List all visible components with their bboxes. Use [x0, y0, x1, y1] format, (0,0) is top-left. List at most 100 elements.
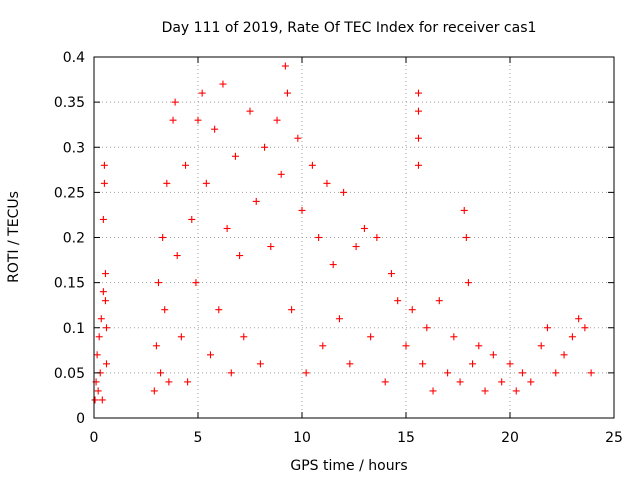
data-point: [163, 179, 171, 187]
y-tick-label: 0.4: [63, 50, 85, 66]
data-point: [99, 288, 107, 296]
data-point: [154, 279, 162, 287]
data-point: [560, 351, 568, 359]
data-point: [429, 387, 437, 395]
data-point: [419, 360, 427, 368]
data-point: [298, 206, 306, 214]
data-point: [95, 333, 103, 341]
data-point: [98, 396, 106, 404]
data-point: [414, 107, 422, 115]
data-point: [323, 179, 331, 187]
data-point: [329, 261, 337, 269]
data-point: [99, 215, 107, 223]
data-point: [161, 306, 169, 314]
data-point: [381, 378, 389, 386]
x-tick-label: 25: [605, 430, 623, 446]
data-point: [460, 206, 468, 214]
data-point: [150, 387, 158, 395]
x-axis-label: GPS time / hours: [290, 458, 407, 474]
data-point: [100, 179, 108, 187]
data-point: [91, 396, 99, 404]
data-point: [169, 116, 177, 124]
chart-title: Day 111 of 2019, Rate Of TEC Index for r…: [162, 20, 537, 36]
data-point: [215, 306, 223, 314]
data-point: [288, 306, 296, 314]
data-point: [219, 80, 227, 88]
data-point: [256, 360, 264, 368]
y-tick-label: 0.3: [63, 140, 85, 156]
data-point: [340, 188, 348, 196]
data-point: [581, 324, 589, 332]
data-point: [394, 297, 402, 305]
data-point: [346, 360, 354, 368]
data-point: [319, 342, 327, 350]
data-point: [481, 387, 489, 395]
data-point: [444, 369, 452, 377]
data-point: [173, 252, 181, 260]
data-point: [456, 378, 464, 386]
data-point: [177, 333, 185, 341]
data-point: [273, 116, 281, 124]
data-point: [165, 378, 173, 386]
y-axis-label: ROTI / TECUs: [6, 191, 22, 283]
data-point: [246, 107, 254, 115]
data-point: [261, 143, 269, 151]
data-point: [352, 243, 360, 251]
data-point: [308, 161, 316, 169]
data-point: [435, 297, 443, 305]
data-point: [152, 342, 160, 350]
data-point: [192, 279, 200, 287]
data-point: [267, 243, 275, 251]
data-point: [240, 333, 248, 341]
data-point: [512, 387, 520, 395]
data-point: [552, 369, 560, 377]
data-point: [171, 98, 179, 106]
data-point: [188, 215, 196, 223]
data-point: [469, 360, 477, 368]
data-point: [227, 369, 235, 377]
data-point: [157, 369, 165, 377]
data-point: [97, 315, 105, 323]
data-point: [159, 234, 167, 241]
data-point: [94, 387, 102, 395]
data-point: [367, 333, 375, 341]
data-point: [587, 369, 595, 377]
data-point: [315, 234, 323, 241]
data-point: [277, 170, 285, 178]
data-point: [373, 234, 381, 241]
data-point: [537, 342, 545, 350]
data-point: [211, 125, 219, 133]
data-point: [518, 369, 526, 377]
y-tick-label: 0.2: [63, 231, 85, 247]
data-point: [506, 360, 514, 368]
data-points: [91, 62, 595, 404]
data-point: [408, 306, 416, 314]
data-point: [236, 252, 244, 260]
data-point: [294, 134, 302, 142]
data-point: [498, 378, 506, 386]
data-point: [414, 134, 422, 142]
data-point: [231, 152, 239, 160]
data-point: [335, 315, 343, 323]
data-point: [184, 378, 192, 386]
data-point: [543, 324, 551, 332]
y-tick-label: 0.05: [54, 366, 85, 382]
data-point: [101, 270, 109, 278]
x-tick-label: 0: [90, 430, 99, 446]
grid-lines: [94, 57, 614, 418]
data-point: [568, 333, 576, 341]
data-point: [575, 315, 583, 323]
data-point: [223, 224, 231, 232]
data-point: [102, 360, 110, 368]
data-point: [360, 224, 368, 232]
data-point: [464, 279, 472, 287]
data-point: [387, 270, 395, 278]
data-point: [194, 116, 202, 124]
data-point: [100, 161, 108, 169]
data-point: [281, 62, 289, 70]
data-point: [402, 342, 410, 350]
data-point: [206, 351, 214, 359]
data-point: [102, 324, 110, 332]
data-point: [283, 89, 291, 97]
